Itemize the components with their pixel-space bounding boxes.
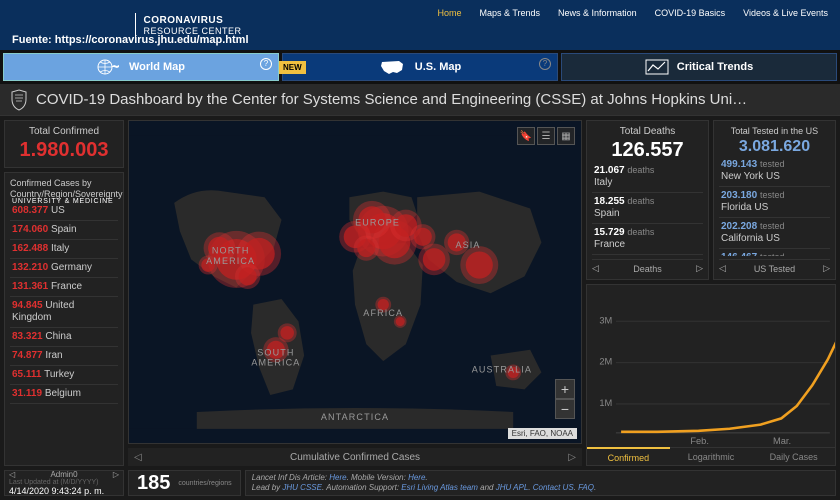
link-esri[interactable]: Esri Living Atlas team (401, 483, 478, 492)
basemap-icon[interactable]: ▦ (557, 127, 575, 145)
link-mobile[interactable]: Here (408, 473, 425, 482)
country-count: 185 countries/regions (128, 470, 241, 496)
legend-icon[interactable]: ☰ (537, 127, 555, 145)
list-item[interactable]: 203.180 testedFlorida US (719, 187, 830, 218)
confirmed-list-panel: Confirmed Cases by Country/Region/Sovere… (4, 172, 124, 466)
nav-home[interactable]: Home (438, 8, 462, 18)
chart-tab-log[interactable]: Logarithmic (670, 447, 753, 465)
list-item[interactable]: 146.467 testedTexas US (719, 249, 830, 256)
zoom-controls: + − (555, 379, 575, 419)
top-nav: Home Maps & Trends News & Information CO… (438, 8, 829, 18)
list-item[interactable]: 65.111 Turkey (10, 366, 118, 385)
nav-maps[interactable]: Maps & Trends (480, 8, 541, 18)
crc-logo[interactable]: CORONAVIRUS RESOURCE CENTER (144, 15, 242, 36)
link-csse[interactable]: JHU CSSE (282, 483, 322, 492)
help-icon[interactable]: ? (539, 58, 551, 70)
prev-arrow[interactable]: ◁ (719, 263, 726, 274)
list-item[interactable]: 131.361 France (10, 278, 118, 297)
prev-arrow[interactable]: ◁ (592, 263, 599, 274)
us-map-icon (379, 58, 407, 76)
link-contact[interactable]: Contact US (533, 483, 574, 492)
svg-text:SOUTHAMERICA: SOUTHAMERICA (251, 347, 300, 367)
list-item[interactable]: 499.143 testedNew York US (719, 156, 830, 187)
total-deaths-value: 126.557 (592, 139, 703, 162)
tab-us-map[interactable]: NEW U.S. Map ? (282, 53, 558, 81)
svg-text:1M: 1M (599, 398, 612, 408)
svg-text:ASIA: ASIA (455, 240, 480, 250)
next-arrow[interactable]: ▷ (823, 263, 830, 274)
chart-tab-daily[interactable]: Daily Cases (752, 447, 835, 465)
header: JOHNS HOPKINS UNIVERSITY & MEDICINE CORO… (0, 0, 840, 50)
next-arrow[interactable]: ▷ (696, 263, 703, 274)
list-item[interactable]: 74.877 Iran (10, 347, 118, 366)
map-footer: ◁ Cumulative Confirmed Cases ▷ (128, 448, 582, 466)
list-item[interactable]: 94.845 United Kingdom (10, 297, 118, 328)
list-item[interactable]: 21.067 deathsItaly (592, 162, 703, 193)
world-map[interactable]: NORTHAMERICA EUROPE ASIA AFRICA SOUTHAMERICA… (128, 120, 582, 444)
view-tabs: World Map ? NEW U.S. Map ? Critical Tren… (0, 50, 840, 84)
help-icon[interactable]: ? (260, 58, 272, 70)
svg-text:EUROPE: EUROPE (355, 218, 400, 228)
next-arrow[interactable]: ▷ (568, 452, 576, 463)
tested-panel: Total Tested in the US 3.081.620 499.143… (713, 120, 836, 280)
list-item[interactable]: 202.208 testedCalifornia US (719, 218, 830, 249)
new-badge: NEW (279, 61, 306, 74)
svg-text:AUSTRALIA: AUSTRALIA (472, 364, 532, 374)
source-url: Fuente: https://coronavirus.jhu.edu/map.… (12, 34, 249, 46)
chart-icon (645, 59, 669, 75)
zoom-out-button[interactable]: − (555, 399, 575, 419)
link-article[interactable]: Here (329, 473, 346, 482)
nav-news[interactable]: News & Information (558, 8, 637, 18)
timeseries-chart[interactable]: 3M 2M 1M Feb. Mar. Confirmed Logarithmic… (586, 284, 836, 466)
list-item[interactable]: 15.729 deathsFrance (592, 224, 703, 255)
map-tools: 🔖 ☰ ▦ (517, 127, 575, 145)
nav-basics[interactable]: COVID-19 Basics (655, 8, 726, 18)
admin-selector[interactable]: ◁Admin0▷ Last Updated at (M/D/YYYY) 4/14… (4, 470, 124, 496)
y-label: 3M (599, 315, 612, 325)
deaths-panel: Total Deaths 126.557 21.067 deathsItaly1… (586, 120, 709, 280)
total-tested-value: 3.081.620 (719, 138, 830, 156)
map-attribution: Esri, FAO, NOAA (508, 428, 577, 439)
chart-tabs: Confirmed Logarithmic Daily Cases (587, 447, 835, 465)
globe-icon (97, 59, 121, 75)
svg-text:AFRICA: AFRICA (363, 308, 403, 318)
credits: Lancet Inf Dis Article: Here. Mobile Ver… (245, 470, 836, 496)
chart-tab-confirmed[interactable]: Confirmed (587, 447, 670, 465)
list-item[interactable]: 31.119 Belgium (10, 385, 118, 404)
list-item[interactable]: 132.210 Germany (10, 259, 118, 278)
list-item[interactable]: 83.321 China (10, 328, 118, 347)
list-item[interactable]: 12.107 deathsUnited Kingdom (592, 255, 703, 256)
dashboard-title: COVID-19 Dashboard by the Center for Sys… (36, 91, 747, 108)
map-canvas[interactable]: NORTHAMERICA EUROPE ASIA AFRICA SOUTHAMERICA… (129, 121, 581, 443)
tab-critical-trends[interactable]: Critical Trends (561, 53, 837, 81)
list-item[interactable]: 18.255 deathsSpain (592, 193, 703, 224)
svg-text:NORTHAMERICA: NORTHAMERICA (206, 246, 255, 266)
list-item[interactable]: 162.488 Italy (10, 240, 118, 259)
tab-world-map[interactable]: World Map ? (3, 53, 279, 81)
link-faq[interactable]: FAQ (578, 483, 594, 492)
nav-videos[interactable]: Videos & Live Events (743, 8, 828, 18)
list-item[interactable]: 174.060 Spain (10, 221, 118, 240)
svg-text:ANTARCTICA: ANTARCTICA (321, 412, 389, 422)
svg-text:Feb.: Feb. (690, 436, 709, 446)
jhu-logo[interactable]: JOHNS HOPKINS UNIVERSITY & MEDICINE (12, 0, 127, 206)
zoom-in-button[interactable]: + (555, 379, 575, 399)
bookmark-icon[interactable]: 🔖 (517, 127, 535, 145)
prev-arrow[interactable]: ◁ (134, 452, 142, 463)
svg-text:2M: 2M (599, 357, 612, 367)
svg-text:Mar.: Mar. (773, 436, 791, 446)
link-apl[interactable]: JHU APL (496, 483, 529, 492)
